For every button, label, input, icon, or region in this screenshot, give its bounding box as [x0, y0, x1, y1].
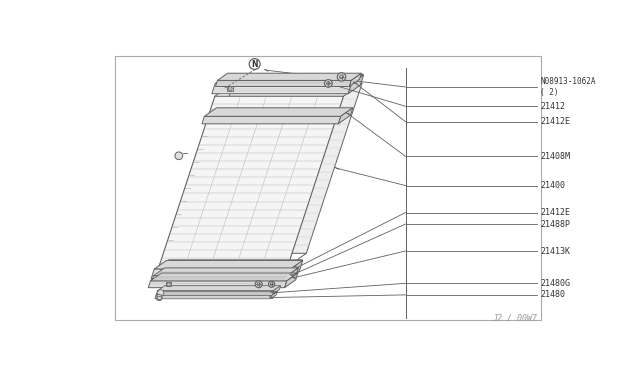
Polygon shape — [348, 75, 364, 94]
Polygon shape — [157, 285, 281, 291]
Text: N: N — [252, 60, 258, 68]
Polygon shape — [159, 96, 344, 266]
Text: 21480G: 21480G — [540, 279, 570, 288]
Polygon shape — [215, 75, 364, 83]
Circle shape — [175, 152, 182, 160]
Circle shape — [228, 87, 232, 90]
Text: J2 / 00W7: J2 / 00W7 — [492, 314, 537, 323]
Circle shape — [156, 295, 162, 301]
Text: N08913-1062A
( 2): N08913-1062A ( 2) — [540, 77, 596, 97]
Polygon shape — [212, 83, 351, 94]
Polygon shape — [151, 276, 287, 283]
Circle shape — [268, 281, 275, 287]
Polygon shape — [285, 268, 298, 283]
Bar — [115, 56, 541, 320]
Text: 21480: 21480 — [540, 291, 565, 299]
Polygon shape — [156, 291, 277, 295]
Circle shape — [337, 73, 346, 81]
Circle shape — [167, 283, 170, 286]
Polygon shape — [148, 281, 287, 288]
Polygon shape — [285, 273, 298, 288]
Polygon shape — [216, 80, 351, 87]
Polygon shape — [154, 260, 303, 269]
Bar — [157, 296, 161, 299]
Text: 21408M: 21408M — [540, 152, 570, 161]
Polygon shape — [204, 108, 353, 116]
Circle shape — [255, 281, 262, 288]
Polygon shape — [218, 73, 362, 80]
Polygon shape — [150, 273, 298, 281]
Bar — [227, 86, 234, 91]
Text: 21413K: 21413K — [540, 247, 570, 256]
Text: 21412: 21412 — [540, 102, 565, 111]
Text: 21412E: 21412E — [540, 117, 570, 126]
Text: 21412E: 21412E — [540, 208, 570, 217]
Polygon shape — [156, 291, 273, 295]
Polygon shape — [165, 260, 303, 270]
Polygon shape — [287, 260, 303, 279]
Bar — [166, 282, 172, 286]
Circle shape — [157, 290, 164, 296]
Polygon shape — [151, 269, 291, 279]
Polygon shape — [154, 268, 298, 276]
Polygon shape — [226, 74, 364, 84]
Polygon shape — [271, 291, 277, 299]
Text: 21400: 21400 — [540, 181, 565, 190]
Polygon shape — [202, 116, 340, 124]
Polygon shape — [349, 73, 362, 87]
Polygon shape — [178, 83, 362, 253]
Circle shape — [324, 80, 332, 87]
Polygon shape — [272, 285, 281, 295]
Polygon shape — [155, 295, 272, 299]
Polygon shape — [339, 108, 353, 124]
Text: 21488P: 21488P — [540, 219, 570, 228]
